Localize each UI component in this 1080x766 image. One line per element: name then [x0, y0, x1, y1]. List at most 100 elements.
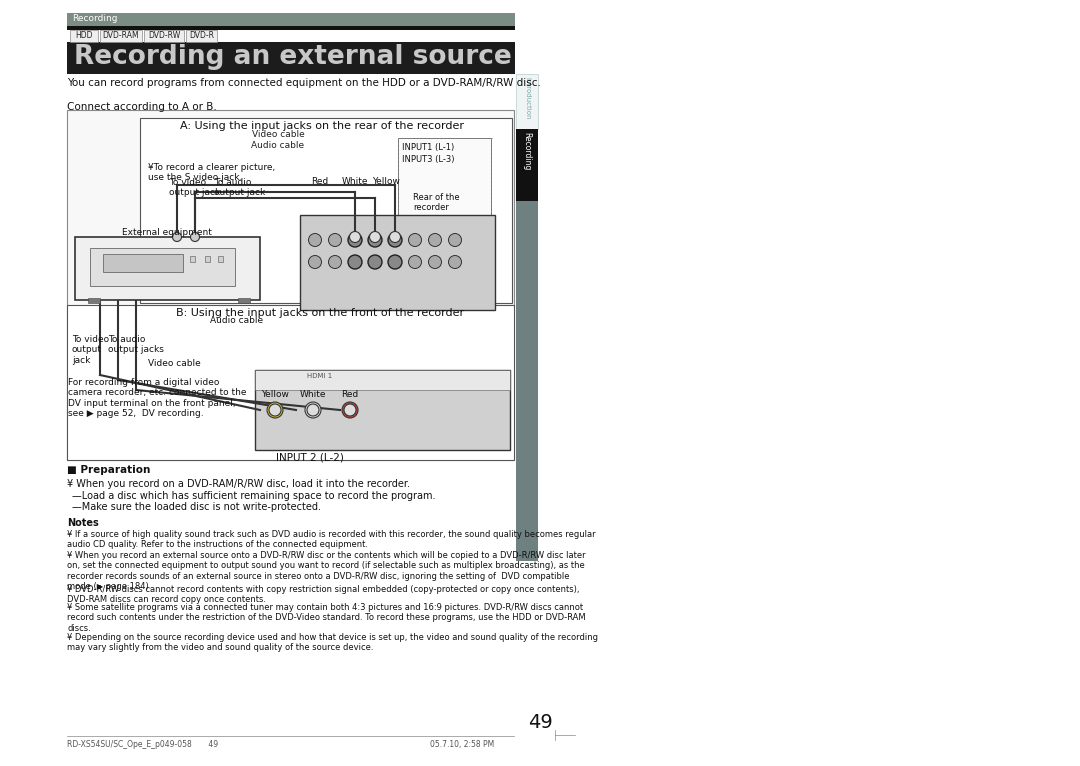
- Circle shape: [408, 256, 421, 269]
- Circle shape: [328, 234, 341, 247]
- Circle shape: [368, 233, 382, 247]
- Bar: [140, 118, 512, 303]
- Text: INPUT 2 (L-2): INPUT 2 (L-2): [276, 452, 343, 462]
- Bar: [90, 248, 235, 286]
- Circle shape: [429, 234, 442, 247]
- Bar: [516, 74, 538, 129]
- Text: 49: 49: [528, 713, 552, 732]
- Text: ■ Preparation: ■ Preparation: [67, 465, 150, 475]
- Circle shape: [369, 231, 380, 243]
- Circle shape: [190, 233, 200, 241]
- Circle shape: [390, 231, 401, 243]
- Text: Red: Red: [341, 390, 359, 399]
- Text: Recording an external source: Recording an external source: [75, 44, 512, 70]
- Text: Video cable: Video cable: [252, 130, 305, 139]
- Bar: [70, 30, 98, 42]
- Text: ¥To record a clearer picture,
use the S video jack.: ¥To record a clearer picture, use the S …: [148, 163, 275, 182]
- Circle shape: [350, 231, 361, 243]
- Circle shape: [368, 255, 382, 269]
- Text: Connect according to A or B.: Connect according to A or B.: [67, 102, 217, 112]
- Text: 05.7.10, 2:58 PM: 05.7.10, 2:58 PM: [430, 740, 495, 749]
- Text: To audio
output jack: To audio output jack: [214, 178, 266, 198]
- Circle shape: [305, 402, 321, 418]
- Bar: [300, 215, 495, 310]
- Circle shape: [173, 233, 181, 241]
- Text: ¥ When you record an external source onto a DVD-R/RW disc or the contents which : ¥ When you record an external source ont…: [67, 551, 585, 591]
- Circle shape: [328, 256, 341, 269]
- Bar: [190, 256, 195, 262]
- Circle shape: [368, 256, 381, 269]
- Text: Yellow: Yellow: [373, 177, 400, 186]
- Circle shape: [408, 234, 421, 247]
- Bar: [186, 30, 217, 42]
- Bar: [255, 370, 510, 390]
- Text: ¥ When you record on a DVD-RAM/R/RW disc, load it into the recorder.: ¥ When you record on a DVD-RAM/R/RW disc…: [67, 479, 410, 489]
- Text: To video
output jack: To video output jack: [170, 178, 220, 198]
- Bar: [144, 30, 184, 42]
- Bar: [67, 110, 514, 460]
- Bar: [399, 138, 491, 226]
- Circle shape: [309, 256, 322, 269]
- Text: To audio
output jacks: To audio output jacks: [108, 335, 164, 355]
- Text: INPUT3 (L-3): INPUT3 (L-3): [402, 155, 455, 164]
- Circle shape: [448, 234, 461, 247]
- Circle shape: [448, 256, 461, 269]
- Text: White: White: [341, 177, 368, 186]
- Text: ¥ Depending on the source recording device used and how that device is set up, t: ¥ Depending on the source recording devi…: [67, 633, 598, 653]
- Bar: [67, 42, 515, 74]
- Text: For recording from a digital video
camera recorder, etc. connected to the
DV inp: For recording from a digital video camer…: [68, 378, 246, 418]
- Bar: [75, 237, 260, 300]
- Text: B: Using the input jacks on the front of the recorder: B: Using the input jacks on the front of…: [176, 308, 464, 318]
- Text: Notes: Notes: [67, 518, 98, 528]
- Circle shape: [348, 233, 362, 247]
- Bar: [100, 30, 141, 42]
- Text: External equipment: External equipment: [122, 228, 212, 237]
- Text: Yellow: Yellow: [261, 390, 289, 399]
- Bar: [103, 254, 183, 272]
- Circle shape: [348, 255, 362, 269]
- Text: DVD-RAM: DVD-RAM: [103, 31, 139, 40]
- Bar: [516, 382, 538, 441]
- Bar: [238, 298, 249, 303]
- Circle shape: [269, 404, 281, 416]
- Text: Introduction: Introduction: [524, 77, 530, 119]
- Bar: [516, 323, 538, 382]
- Text: You can record programs from connected equipment on the HDD or a DVD-RAM/R/RW di: You can record programs from connected e…: [67, 78, 541, 88]
- Circle shape: [307, 404, 319, 416]
- Text: To video
output
jack: To video output jack: [72, 335, 109, 365]
- Text: —Make sure the loaded disc is not write-protected.: —Make sure the loaded disc is not write-…: [72, 502, 321, 512]
- Bar: [67, 13, 515, 26]
- Bar: [255, 370, 510, 450]
- Bar: [67, 305, 514, 460]
- Text: ¥ DVD-R/RW discs cannot record contents with copy restriction signal embedded (c: ¥ DVD-R/RW discs cannot record contents …: [67, 585, 580, 604]
- Text: Rear of the
recorder: Rear of the recorder: [413, 193, 460, 212]
- Text: Red: Red: [311, 177, 328, 186]
- Circle shape: [349, 234, 362, 247]
- Text: A: Using the input jacks on the rear of the recorder: A: Using the input jacks on the rear of …: [180, 121, 464, 131]
- Bar: [516, 129, 538, 201]
- Text: HDD: HDD: [76, 31, 93, 40]
- Circle shape: [388, 233, 402, 247]
- Text: Recording: Recording: [523, 132, 531, 170]
- Circle shape: [309, 234, 322, 247]
- Text: ¥ If a source of high quality sound track such as DVD audio is recorded with thi: ¥ If a source of high quality sound trac…: [67, 530, 596, 549]
- Circle shape: [368, 234, 381, 247]
- Text: Recording: Recording: [72, 14, 118, 23]
- Text: —Load a disc which has sufficient remaining space to record the program.: —Load a disc which has sufficient remain…: [72, 491, 435, 501]
- Bar: [516, 501, 538, 561]
- Text: INPUT1 (L-1): INPUT1 (L-1): [402, 143, 455, 152]
- Bar: [87, 298, 100, 303]
- Circle shape: [389, 234, 402, 247]
- Text: Audio cable: Audio cable: [252, 141, 305, 150]
- Bar: [205, 256, 210, 262]
- Circle shape: [342, 402, 357, 418]
- Text: RD-XS54SU/SC_Ope_E_p049-058       49: RD-XS54SU/SC_Ope_E_p049-058 49: [67, 740, 218, 749]
- Circle shape: [429, 256, 442, 269]
- Circle shape: [389, 256, 402, 269]
- Bar: [218, 256, 222, 262]
- Circle shape: [349, 256, 362, 269]
- Text: DVD-R: DVD-R: [189, 31, 214, 40]
- Circle shape: [388, 255, 402, 269]
- Bar: [516, 262, 538, 323]
- Text: DVD-RW: DVD-RW: [148, 31, 180, 40]
